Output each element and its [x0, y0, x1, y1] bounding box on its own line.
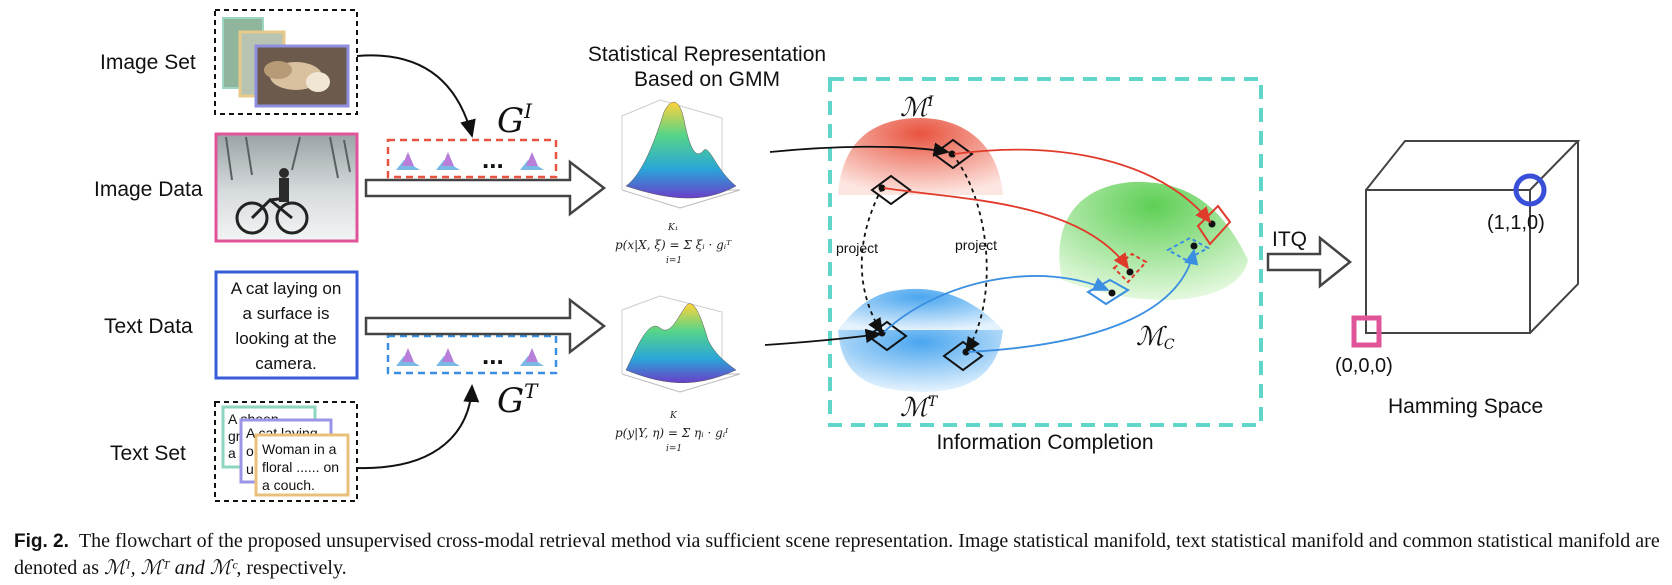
manifold-image-label: ℳI — [900, 93, 934, 123]
image-to-common-connector — [883, 187, 1130, 270]
gmm-components-image: ... — [386, 138, 558, 179]
manifold-common-label: ℳC — [1136, 322, 1175, 353]
mini-gaussian-icon — [520, 348, 544, 366]
text-to-common-connector — [967, 248, 1199, 353]
hamming-space-label: Hamming Space — [1388, 395, 1543, 418]
image-set-label: Image Set — [100, 51, 196, 74]
text-data-label: Text Data — [104, 315, 193, 338]
text-card-line: a — [228, 445, 236, 461]
svg-text:p(y|Y, η) = Σ ηᵢ · gᵢᴵ: p(y|Y, η) = Σ ηᵢ · gᵢᴵ — [615, 426, 729, 440]
svg-text:K₁: K₁ — [667, 223, 678, 233]
mini-gaussian-icon — [520, 152, 544, 170]
mini-gaussian-icon — [396, 348, 420, 366]
text-set-label: Text Set — [110, 442, 186, 465]
gmm-to-text-manifold-connector — [764, 328, 882, 346]
svg-text:p(x|X, ξ) = Σ ξᵢ · gᵢᵀ: p(x|X, ξ) = Σ ξᵢ · gᵢᵀ — [615, 238, 732, 252]
gmm-surface-plot-image — [621, 99, 741, 209]
mini-gaussian-icon — [396, 152, 420, 170]
mini-gaussian-icon — [436, 348, 460, 366]
svg-text:i=1: i=1 — [666, 444, 682, 454]
gmm-title-line: Based on GMM — [634, 68, 780, 91]
formula-image: p(x|X, ξ) = Σ ξᵢ · gᵢᵀ K₁ i=1 — [615, 223, 732, 266]
text-data-line: looking at the — [235, 329, 336, 348]
text-card-line: Woman in a — [262, 441, 337, 457]
vertex-110-label: (1,1,0) — [1487, 212, 1545, 234]
diamond-marker — [1196, 204, 1232, 246]
itq-arrow — [1266, 235, 1353, 289]
diamond-marker — [870, 174, 912, 206]
caption-label: Fig. 2. — [14, 531, 69, 552]
information-completion-frame — [828, 77, 1263, 427]
text-data-line: a surface is — [243, 304, 330, 323]
diamond-marker — [1165, 236, 1211, 262]
caption-text: The flowchart of the proposed unsupervis… — [14, 530, 1660, 579]
vertex-110-marker — [1513, 173, 1547, 207]
manifold-text-label: ℳT — [900, 393, 939, 423]
svg-text:i=1: i=1 — [666, 256, 682, 266]
image-set-stack — [214, 9, 358, 115]
text-data-line: A cat laying on — [231, 279, 342, 298]
text-card-line: floral ...... on — [262, 459, 339, 475]
ellipsis: ... — [482, 144, 504, 174]
image-data-label: Image Data — [94, 178, 203, 201]
formula-text: p(y|Y, η) = Σ ηᵢ · gᵢᴵ K i=1 — [615, 411, 729, 454]
hamming-cube — [1351, 140, 1581, 348]
projection-curve-left — [860, 187, 883, 335]
text-data-line: camera. — [255, 354, 316, 373]
g-text-label: GT — [497, 379, 539, 421]
text-to-common-connector — [883, 275, 1110, 333]
image-set-connector — [356, 54, 476, 138]
vertex-000-label: (0,0,0) — [1335, 355, 1393, 377]
image-data-photo — [214, 132, 359, 243]
text-data-box: A cat laying on a surface is looking at … — [214, 270, 359, 380]
image-to-common-connector — [953, 148, 1212, 224]
mini-gaussian-icon — [436, 152, 460, 170]
text-flow-arrow — [364, 297, 607, 355]
caption-symbols: ℳᴵ, ℳᵀ and ℳᶜ — [103, 557, 237, 579]
text-set-connector — [356, 384, 480, 470]
information-completion-label: Information Completion — [936, 431, 1153, 454]
gmm-surface-plot-text — [621, 295, 741, 393]
text-set-stack: A sheep gr a A cat laying on up Woman in… — [214, 401, 358, 502]
text-card-line: a couch. — [262, 477, 315, 493]
gmm-title-line: Statistical Representation — [588, 43, 826, 66]
ellipsis: ... — [482, 340, 504, 370]
project-label-right: project — [955, 237, 997, 253]
diamond-marker — [942, 340, 984, 372]
image-manifold — [838, 118, 1003, 195]
figure-caption: Fig. 2. The flowchart of the proposed un… — [14, 528, 1664, 581]
gmm-to-image-manifold-connector — [769, 142, 950, 157]
projection-curve-right — [951, 153, 988, 354]
flowchart-diagram: Image Set Image Data Text Data Text Set … — [94, 9, 1581, 502]
project-label-left: project — [836, 240, 878, 256]
svg-text:K: K — [669, 411, 678, 421]
text-card-line: gr — [228, 428, 241, 444]
itq-label: ITQ — [1272, 228, 1307, 251]
caption-tail: , respectively. — [236, 557, 347, 579]
vertex-origin-marker — [1351, 315, 1382, 348]
gmm-components-text: ... — [386, 334, 558, 375]
g-image-label: GI — [497, 99, 533, 141]
image-flow-arrow — [364, 159, 607, 217]
